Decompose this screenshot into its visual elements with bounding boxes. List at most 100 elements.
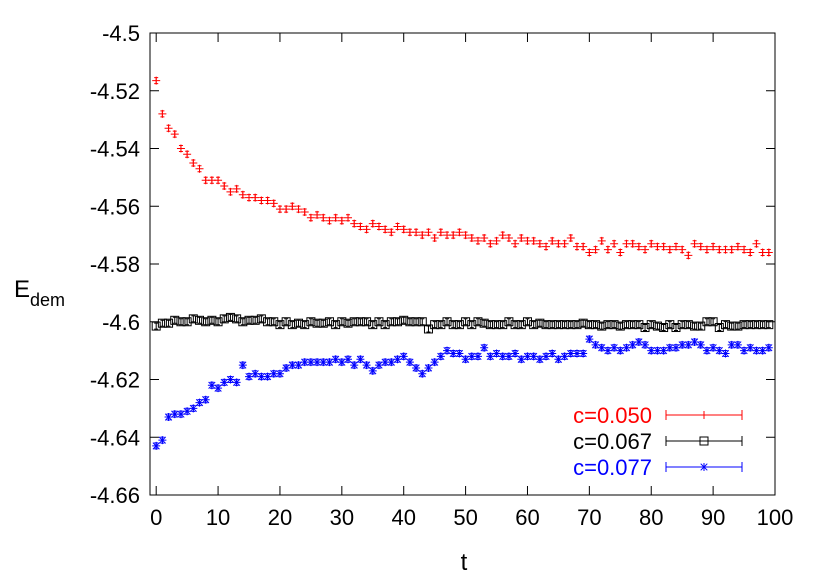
data-point — [325, 216, 334, 225]
data-point — [325, 358, 334, 367]
error-bar — [457, 321, 462, 329]
data-point — [578, 318, 588, 328]
data-point — [746, 343, 755, 352]
x-tick-label: 50 — [453, 505, 477, 530]
data-point — [641, 245, 650, 254]
data-point — [584, 320, 594, 330]
error-bar — [482, 319, 487, 327]
data-point — [516, 320, 526, 330]
data-point — [442, 317, 452, 327]
data-point — [387, 358, 396, 367]
error-bar — [154, 322, 159, 330]
data-point — [498, 320, 508, 330]
data-point — [616, 248, 625, 257]
legend-label: c=0.067 — [573, 429, 652, 454]
data-point — [485, 320, 495, 330]
error-bar — [748, 321, 753, 329]
data-point — [603, 346, 612, 355]
data-point — [232, 184, 241, 193]
error-bar — [197, 316, 202, 324]
error-bar — [463, 318, 468, 326]
data-point — [740, 346, 749, 355]
data-point — [152, 76, 161, 85]
data-point — [256, 314, 266, 324]
data-point — [517, 355, 526, 364]
data-point — [492, 349, 501, 358]
error-bar — [253, 316, 258, 324]
y-tick-label: -4.64 — [90, 425, 140, 450]
data-point — [467, 320, 477, 330]
error-bar — [661, 324, 666, 332]
data-point — [207, 315, 217, 325]
error-bar — [587, 321, 592, 329]
series-c=0.067 — [151, 312, 774, 334]
x-tick-label: 40 — [391, 505, 415, 530]
data-point — [535, 239, 544, 248]
data-point — [362, 317, 372, 327]
data-point — [690, 321, 700, 331]
data-point — [319, 213, 328, 222]
data-point — [436, 228, 445, 237]
data-point — [579, 242, 588, 251]
data-point — [355, 317, 365, 327]
data-point — [560, 239, 569, 248]
data-point — [449, 349, 458, 358]
data-point — [665, 320, 675, 330]
data-point — [461, 317, 471, 327]
data-point — [553, 320, 563, 330]
data-point — [510, 320, 520, 330]
x-tick-label: 90 — [701, 505, 725, 530]
data-point — [436, 352, 445, 361]
data-point — [238, 361, 247, 370]
error-bar — [228, 313, 233, 321]
error-bar — [296, 319, 301, 327]
data-point — [183, 150, 192, 159]
error-bar — [370, 321, 375, 329]
data-point — [733, 242, 742, 251]
data-point — [213, 317, 223, 327]
error-bar — [327, 318, 332, 326]
y-axis-ticks: -4.5 -4.52 -4.54 -4.56 -4.58 -4.6 -4.62 -4.64 -4… — [90, 21, 775, 508]
data-point — [368, 366, 377, 375]
data-point — [634, 320, 644, 330]
data-point — [585, 248, 594, 257]
data-point — [424, 363, 433, 372]
data-point — [560, 352, 569, 361]
data-point — [486, 352, 495, 361]
legend-marker — [699, 436, 709, 446]
data-point — [225, 312, 235, 322]
data-point — [511, 239, 520, 248]
data-point — [628, 239, 637, 248]
data-point — [356, 222, 365, 231]
data-point — [374, 317, 384, 327]
data-point — [597, 343, 606, 352]
error-bar — [203, 318, 208, 326]
data-point — [461, 231, 470, 240]
error-bar — [451, 321, 456, 329]
data-point — [189, 158, 198, 167]
data-point — [591, 340, 600, 349]
data-point — [752, 239, 761, 248]
data-point — [287, 320, 297, 330]
error-bar — [673, 324, 678, 332]
data-point — [170, 315, 180, 325]
data-point — [158, 109, 167, 118]
data-point — [331, 213, 340, 222]
error-bar — [711, 318, 716, 326]
data-point — [554, 355, 563, 364]
data-point — [745, 320, 755, 330]
data-point — [678, 245, 687, 254]
data-point — [386, 317, 396, 327]
data-point — [380, 320, 390, 330]
data-point — [411, 317, 421, 327]
data-point — [683, 320, 693, 330]
data-point — [529, 236, 538, 245]
data-point — [764, 248, 773, 257]
data-point — [634, 242, 643, 251]
data-point — [473, 317, 483, 327]
x-tick-label: 0 — [150, 505, 162, 530]
series-c=0.077 — [152, 335, 773, 450]
data-point — [504, 317, 514, 327]
data-point — [529, 320, 539, 330]
